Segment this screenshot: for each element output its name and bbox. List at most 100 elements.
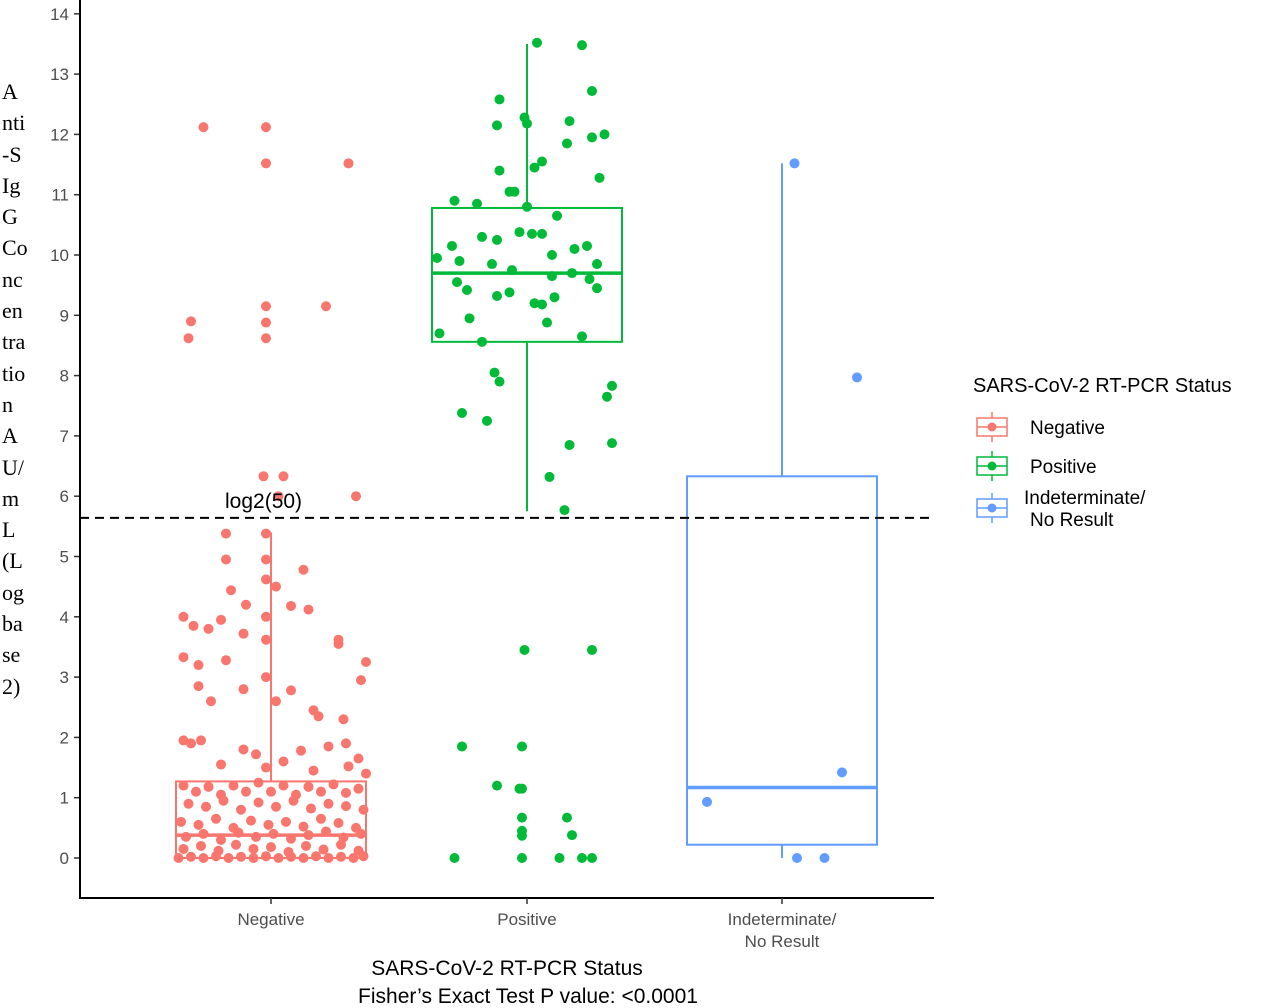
data-point [261,762,271,773]
data-point [228,780,239,791]
data-point [193,819,204,830]
data-point [183,798,194,809]
data-point [564,116,575,127]
data-point [343,761,354,772]
data-point [271,581,281,592]
reference-line-group: log2(50) [80,490,934,519]
y-tick-label: 2 [60,728,69,747]
data-point [562,138,572,149]
data-point [343,158,354,169]
data-point [298,853,309,863]
data-point [196,735,206,746]
data-point [338,714,349,725]
y-tick-label: 6 [60,487,69,506]
data-point [353,783,364,794]
data-point [261,611,271,622]
data-point [301,840,311,851]
data-point [323,853,334,863]
data-point [522,201,532,212]
data-point [514,227,525,238]
data-point [432,253,442,264]
data-point [178,611,189,622]
legend-label: Negative [1030,418,1105,439]
data-point [542,317,552,328]
jitter-points [173,37,862,863]
data-point [587,85,597,96]
data-point [454,256,465,267]
data-point [517,853,527,863]
data-point [216,759,226,770]
data-point [537,228,547,239]
data-point [201,801,211,812]
data-point [273,491,284,502]
data-point [577,40,587,51]
box-indeterminate [686,163,878,858]
data-point [261,158,271,169]
data-point [286,600,296,611]
data-point [599,129,610,140]
data-point [258,471,269,482]
data-point [236,804,246,815]
data-point [358,804,369,815]
data-point [567,830,577,841]
data-point [341,738,351,749]
data-point [351,491,361,502]
data-point [564,439,575,450]
data-point [186,851,196,862]
data-point [266,842,276,853]
data-point [462,284,472,295]
data-point [323,741,334,752]
data-point [198,122,209,133]
legend-label: Positive [1030,457,1097,478]
data-point [507,265,517,276]
data-point [286,851,296,862]
data-point [261,333,271,344]
data-point [178,780,189,791]
data-point [592,259,602,270]
data-point [271,696,281,707]
y-axis-label: A nti -S Ig G Co nc en tra tio n A U/ m … [2,79,28,699]
footnote: Fisher’s Exact Test P value: <0.0001 [358,985,698,1008]
data-point [361,657,371,668]
data-point [303,830,314,841]
data-point [298,564,309,575]
data-point [253,777,264,788]
data-point [206,696,216,707]
y-tick-label: 8 [60,367,69,386]
data-point [519,644,530,655]
y-tick-label: 10 [50,246,69,265]
data-point [321,826,331,837]
data-point [226,585,236,596]
data-point [298,821,309,832]
data-point [233,827,244,838]
data-point [248,853,259,863]
data-point [489,367,500,378]
data-point [457,741,467,752]
data-point [492,291,502,302]
data-point [261,301,271,312]
box-iqr [686,475,878,846]
data-point [477,336,487,347]
data-point [494,376,505,387]
data-point [186,738,196,749]
data-point [602,391,612,402]
data-point [316,813,326,824]
data-point [173,853,184,863]
data-point [477,231,487,242]
data-point [303,781,314,792]
data-point [336,851,346,862]
data-point [341,787,351,798]
data-point [547,250,557,260]
data-point [321,301,331,312]
y-tick-label: 0 [60,849,69,868]
data-point [492,120,502,131]
data-point [549,292,560,303]
y-tick-label: 14 [50,5,69,24]
data-point [361,768,371,779]
data-point [211,813,221,824]
data-point [261,634,271,645]
legend-entry: Indeterminate/No Result [976,488,1146,531]
data-point [577,853,587,863]
data-point [552,210,562,221]
